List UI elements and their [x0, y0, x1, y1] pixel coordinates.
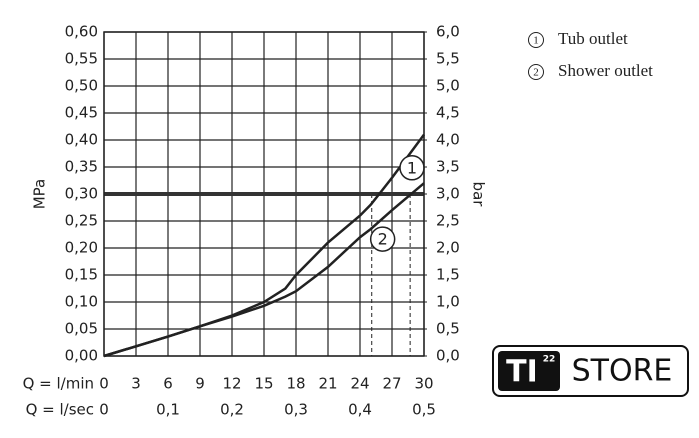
y-tick-label: 0,50: [65, 77, 98, 95]
y-tick-label: 0,40: [65, 131, 98, 149]
y2-tick-label: 1,0: [436, 293, 460, 311]
x-tick-label: 9: [195, 375, 205, 393]
x2-tick-label: 0,5: [412, 401, 436, 419]
x2-axis-label: Q = l/sec: [26, 401, 94, 419]
y-tick-label: 0,20: [65, 239, 98, 257]
y2-tick-label: 2,0: [436, 239, 460, 257]
curve-label-circle: [369, 226, 396, 252]
y2-tick-label: 5,5: [436, 50, 460, 68]
y-tick-label: 0,00: [65, 347, 98, 365]
x-tick-label: 3: [131, 375, 141, 393]
y2-tick-label: 0,0: [436, 347, 460, 365]
x-tick-label: 27: [382, 375, 401, 393]
y2-tick-label: 5,0: [436, 77, 460, 95]
y-tick-label: 0,60: [65, 23, 98, 41]
curve-label: 2: [378, 230, 388, 249]
x-tick-label: 0: [99, 375, 109, 393]
y-tick-label: 0,55: [65, 50, 98, 68]
y2-tick-label: 3,5: [436, 158, 460, 176]
legend-label: Shower outlet: [558, 61, 653, 80]
x-tick-label: 30: [414, 375, 433, 393]
x-tick-label: 24: [350, 375, 369, 393]
x2-tick-label: 0,4: [348, 401, 372, 419]
logo-sup: 22: [543, 355, 556, 365]
y-tick-label: 0,45: [65, 104, 98, 122]
x-tick-label: 15: [254, 375, 273, 393]
x2-tick-label: 0,2: [220, 401, 244, 419]
y2-tick-label: 4,5: [436, 104, 460, 122]
logo: TI 22 STORE: [492, 345, 689, 397]
y-tick-label: 0,05: [65, 320, 98, 338]
legend-number: 2: [533, 67, 539, 79]
plot-frame: [103, 31, 425, 357]
y-tick-label: 0,30: [65, 185, 98, 203]
y2-tick-label: 0,5: [436, 320, 460, 338]
logo-text: STORE: [572, 354, 673, 389]
y-axis-label: MPa: [31, 179, 49, 210]
y2-tick-label: 6,0: [436, 23, 460, 41]
x-axis-label: Q = l/min: [23, 375, 94, 393]
y-tick-label: 0,15: [65, 266, 98, 284]
x2-tick-label: 0: [99, 401, 109, 419]
series-line: [103, 182, 425, 358]
legend-label: Tub outlet: [558, 29, 628, 48]
y2-axis-label: bar: [470, 182, 488, 208]
y2-tick-label: 1,5: [436, 266, 460, 284]
x-tick-label: 18: [286, 375, 305, 393]
y-tick-label: 0,35: [65, 158, 98, 176]
x-tick-label: 12: [222, 375, 241, 393]
y2-tick-label: 2,5: [436, 212, 460, 230]
x2-tick-label: 0,1: [156, 401, 180, 419]
logo-badge: [498, 351, 560, 391]
y2-tick-label: 3,0: [436, 185, 460, 203]
y-tick-label: 0,10: [65, 293, 98, 311]
legend-circle: [528, 32, 544, 48]
x-tick-label: 21: [318, 375, 337, 393]
legend-circle: [528, 64, 544, 80]
legend-number: 1: [533, 35, 539, 47]
logo-mark: TI: [506, 355, 538, 390]
x2-tick-label: 0,3: [284, 401, 308, 419]
x-tick-label: 6: [163, 375, 173, 393]
y2-tick-label: 4,0: [436, 131, 460, 149]
y-tick-label: 0,25: [65, 212, 98, 230]
curve-label: 1: [407, 158, 417, 177]
